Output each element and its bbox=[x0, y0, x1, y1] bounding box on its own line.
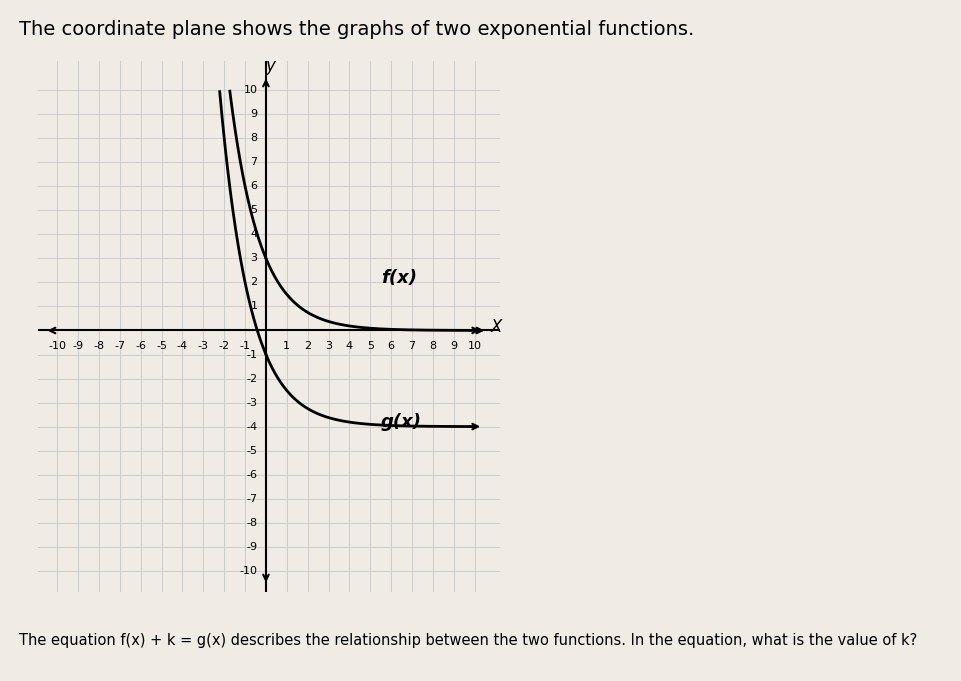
Text: -10: -10 bbox=[239, 566, 258, 576]
Text: 4: 4 bbox=[251, 229, 258, 239]
Text: -4: -4 bbox=[177, 341, 188, 351]
Text: -6: -6 bbox=[247, 470, 258, 479]
Text: X: X bbox=[490, 318, 502, 336]
Text: 4: 4 bbox=[346, 341, 353, 351]
Text: 6: 6 bbox=[251, 181, 258, 191]
Text: 8: 8 bbox=[430, 341, 436, 351]
Text: -7: -7 bbox=[114, 341, 125, 351]
Text: -1: -1 bbox=[239, 341, 251, 351]
Text: 1: 1 bbox=[251, 302, 258, 311]
Text: 2: 2 bbox=[251, 277, 258, 287]
Text: -3: -3 bbox=[247, 398, 258, 408]
Text: 3: 3 bbox=[251, 253, 258, 264]
Text: 9: 9 bbox=[451, 341, 457, 351]
Text: -7: -7 bbox=[246, 494, 258, 504]
Text: 5: 5 bbox=[251, 205, 258, 215]
Text: 2: 2 bbox=[304, 341, 311, 351]
Text: -8: -8 bbox=[93, 341, 105, 351]
Text: -2: -2 bbox=[246, 374, 258, 383]
Text: The equation f(x) + k = g(x) describes the relationship between the two function: The equation f(x) + k = g(x) describes t… bbox=[19, 633, 918, 648]
Text: -2: -2 bbox=[219, 341, 230, 351]
Text: f(x): f(x) bbox=[381, 268, 417, 287]
Text: 10: 10 bbox=[468, 341, 481, 351]
Text: 7: 7 bbox=[251, 157, 258, 168]
Text: 5: 5 bbox=[367, 341, 374, 351]
Text: -9: -9 bbox=[246, 542, 258, 552]
Text: 9: 9 bbox=[251, 109, 258, 119]
Text: -6: -6 bbox=[136, 341, 146, 351]
Text: y: y bbox=[265, 57, 275, 74]
Text: The coordinate plane shows the graphs of two exponential functions.: The coordinate plane shows the graphs of… bbox=[19, 20, 695, 39]
Text: -3: -3 bbox=[198, 341, 209, 351]
Text: -9: -9 bbox=[72, 341, 84, 351]
Text: 3: 3 bbox=[325, 341, 333, 351]
Text: 1: 1 bbox=[283, 341, 290, 351]
Text: 10: 10 bbox=[243, 85, 258, 95]
Text: -1: -1 bbox=[247, 349, 258, 360]
Text: -10: -10 bbox=[48, 341, 66, 351]
Text: -8: -8 bbox=[246, 518, 258, 528]
Text: -5: -5 bbox=[156, 341, 167, 351]
Text: -4: -4 bbox=[246, 422, 258, 432]
Text: 8: 8 bbox=[251, 133, 258, 143]
Text: 7: 7 bbox=[408, 341, 415, 351]
Text: g(x): g(x) bbox=[381, 413, 422, 431]
Text: -5: -5 bbox=[247, 445, 258, 456]
Text: 6: 6 bbox=[387, 341, 395, 351]
